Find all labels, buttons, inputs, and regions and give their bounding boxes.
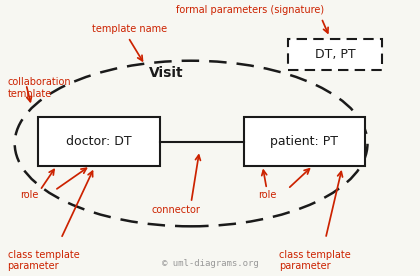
Bar — [38, 117, 160, 166]
Text: Visit: Visit — [149, 66, 184, 80]
Text: collaboration
template: collaboration template — [8, 77, 71, 99]
Bar — [288, 39, 382, 70]
Text: DT, PT: DT, PT — [315, 48, 355, 61]
Text: class template
parameter: class template parameter — [279, 250, 351, 271]
Text: patient: PT: patient: PT — [270, 135, 339, 148]
Text: formal parameters (signature): formal parameters (signature) — [176, 5, 324, 15]
Text: template name: template name — [92, 24, 168, 34]
Text: role: role — [20, 190, 39, 200]
Text: connector: connector — [152, 205, 201, 215]
Bar — [244, 117, 365, 166]
Text: class template
parameter: class template parameter — [8, 250, 79, 271]
Text: © uml-diagrams.org: © uml-diagrams.org — [162, 259, 258, 268]
Text: doctor: DT: doctor: DT — [66, 135, 131, 148]
Text: role: role — [258, 190, 277, 200]
